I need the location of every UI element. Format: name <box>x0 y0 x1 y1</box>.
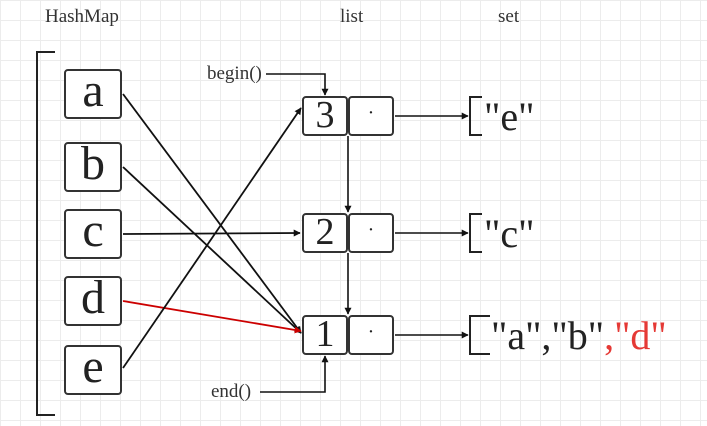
edge-e-to-3 <box>122 107 302 369</box>
hashmap-header: HashMap <box>45 6 119 27</box>
list-node-2-count: 2 <box>302 213 348 253</box>
set-node-1-added: ,"d" <box>604 313 667 358</box>
begin-label: begin() <box>207 63 262 84</box>
edge-c-to-2 <box>122 229 301 237</box>
list-node-3-pointer: · <box>348 96 394 136</box>
set-bracket-3 <box>469 96 482 136</box>
list-header: list <box>340 6 364 27</box>
list-node-1-pointer: · <box>348 315 394 355</box>
key-a: a <box>64 67 122 119</box>
set-node-2: "c" <box>484 211 535 256</box>
edge-b-to-1 <box>122 166 302 334</box>
key-c: c <box>64 207 122 259</box>
set-bracket-1 <box>469 315 490 355</box>
list-node-3-count: 3 <box>302 96 348 136</box>
edge-a-to-1 <box>122 93 302 334</box>
set-bracket-2 <box>469 213 482 253</box>
set-header: set <box>498 6 520 27</box>
set-node-3: "e" <box>484 94 535 139</box>
set-node-1-existing: "a","b" <box>491 313 605 358</box>
end-label: end() <box>211 381 252 402</box>
end-arrow <box>260 355 329 393</box>
list-node-1-count: 1 <box>302 315 348 355</box>
begin-arrow <box>266 73 329 96</box>
edge-d-to-1 <box>122 300 302 334</box>
hashmap-bracket <box>36 51 55 416</box>
list-node-2-pointer: · <box>348 213 394 253</box>
key-e: e <box>64 343 122 395</box>
set-node-1: "a","b","d" <box>491 316 667 356</box>
key-b: b <box>64 140 122 192</box>
key-d: d <box>64 274 122 326</box>
